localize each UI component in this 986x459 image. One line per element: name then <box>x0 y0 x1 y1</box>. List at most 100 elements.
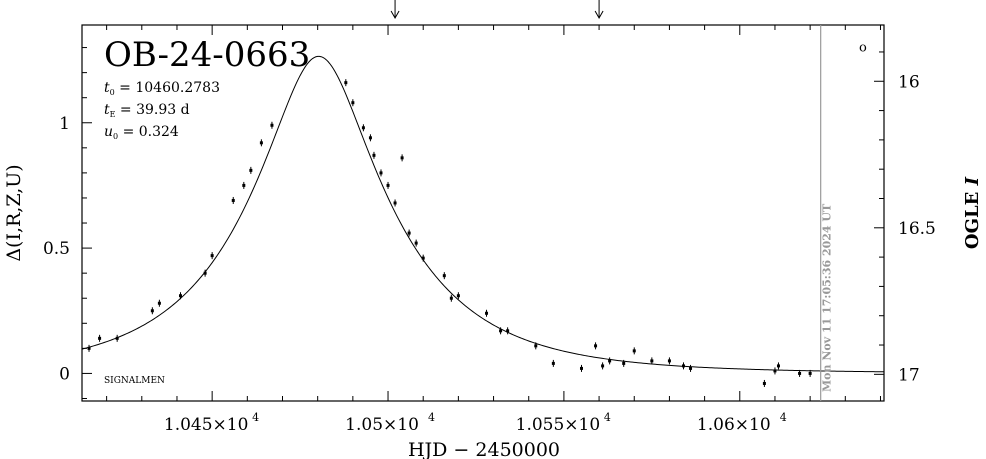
y-right-tick-label: 16 <box>898 72 920 92</box>
parameter-symbol: t <box>104 80 110 96</box>
corner-label: SIGNALMEN <box>104 376 165 386</box>
point-marker <box>150 309 154 313</box>
parameter-subscript: 0 <box>110 88 115 97</box>
data-point <box>372 151 376 159</box>
x-tick-label: 1.06×10 <box>697 415 771 435</box>
data-point <box>368 134 372 142</box>
open-marker: o <box>859 41 867 56</box>
point-marker <box>632 349 636 353</box>
point-marker <box>210 254 214 258</box>
epoch-arrow-head <box>390 10 400 20</box>
data-point <box>242 181 246 189</box>
data-point <box>632 347 636 355</box>
data-point <box>270 121 274 129</box>
point-marker <box>87 346 91 350</box>
parameter-line: u0 = 0.324 <box>104 124 179 141</box>
point-marker <box>601 364 605 368</box>
data-point <box>203 269 207 277</box>
model-curve <box>82 55 884 373</box>
x-tick-exponent: 4 <box>780 411 787 424</box>
data-point <box>808 369 812 377</box>
data-point <box>499 327 503 335</box>
y-left-axis-label: Δ(I,R,Z,U) <box>3 164 25 261</box>
data-point <box>361 124 365 132</box>
data-point <box>210 252 214 260</box>
parameter-symbol: t <box>104 102 110 118</box>
data-point <box>689 364 693 372</box>
parameter-symbol: u <box>104 124 113 140</box>
plot-frame <box>81 24 885 402</box>
point-marker <box>485 311 489 315</box>
y-left-tick-label: 0 <box>59 364 70 384</box>
data-point <box>798 369 802 377</box>
y-right-axis-label: OGLE I <box>962 176 983 249</box>
data-point <box>773 367 777 375</box>
data-point <box>393 199 397 207</box>
data-point <box>650 357 654 365</box>
point-marker <box>682 364 685 368</box>
data-point <box>534 342 538 350</box>
data-point <box>551 359 555 367</box>
data-point <box>386 181 390 189</box>
point-marker <box>808 371 812 375</box>
data-point <box>442 272 446 280</box>
point-marker <box>534 344 538 348</box>
point-marker <box>594 344 598 348</box>
data-point <box>485 309 489 317</box>
point-marker <box>231 198 235 202</box>
point-marker <box>115 336 119 340</box>
point-marker <box>667 359 671 363</box>
point-marker <box>456 294 460 298</box>
data-point <box>506 327 510 335</box>
y-left-tick-label: 1 <box>59 114 70 134</box>
point-marker <box>157 301 161 305</box>
point-marker <box>400 156 404 160</box>
data-point <box>449 294 453 302</box>
point-marker <box>776 364 780 368</box>
point-marker <box>249 168 253 172</box>
x-axis-label: HJD − 2450000 <box>408 439 560 459</box>
x-tick-exponent: 4 <box>252 411 259 424</box>
labels-group: 1.045×10 4 1.05×10 4 1.055×10 4 1.06×10 400.511… <box>3 0 983 459</box>
data-point <box>682 362 685 370</box>
point-marker <box>344 81 348 85</box>
data-point <box>87 344 91 352</box>
point-marker <box>421 256 425 260</box>
data-point <box>407 229 411 237</box>
point-marker <box>762 381 766 385</box>
point-marker <box>98 336 102 340</box>
parameter-subscript: 0 <box>113 132 118 141</box>
parameter-value: = 0.324 <box>118 124 179 140</box>
point-marker <box>203 271 207 275</box>
plot-frame-group <box>81 24 885 402</box>
timestamp-text: Mon Nov 11 17:05:36 2024 UT <box>821 203 834 392</box>
x-tick-exponent: 4 <box>428 411 435 424</box>
data-point <box>344 79 348 87</box>
parameter-value: = 10460.2783 <box>115 80 220 96</box>
x-tick-label: 1.045×10 <box>164 415 249 435</box>
point-marker <box>407 231 411 235</box>
point-marker <box>361 126 365 130</box>
data-point <box>594 342 598 350</box>
parameter-line: t0 = 10460.2783 <box>104 80 220 97</box>
ticks-group <box>82 25 884 401</box>
parameter-subscript: E <box>110 110 116 119</box>
data-point <box>414 239 418 247</box>
point-marker <box>379 171 383 175</box>
data-points-group <box>87 79 812 387</box>
chart-title: OB-24-0663 <box>104 35 310 75</box>
data-point <box>762 379 766 387</box>
point-marker <box>393 201 397 205</box>
point-marker <box>506 329 510 333</box>
point-marker <box>372 153 376 157</box>
parameter-line: tE = 39.93 d <box>104 102 190 119</box>
point-marker <box>259 141 263 145</box>
y-right-label-italic: I <box>962 176 983 186</box>
y-right-label-prefix: OGLE <box>962 185 983 249</box>
data-point <box>351 99 355 107</box>
data-point <box>456 292 460 300</box>
data-point <box>776 362 780 370</box>
point-marker <box>178 294 182 298</box>
point-marker <box>773 369 777 373</box>
point-marker <box>551 361 555 365</box>
